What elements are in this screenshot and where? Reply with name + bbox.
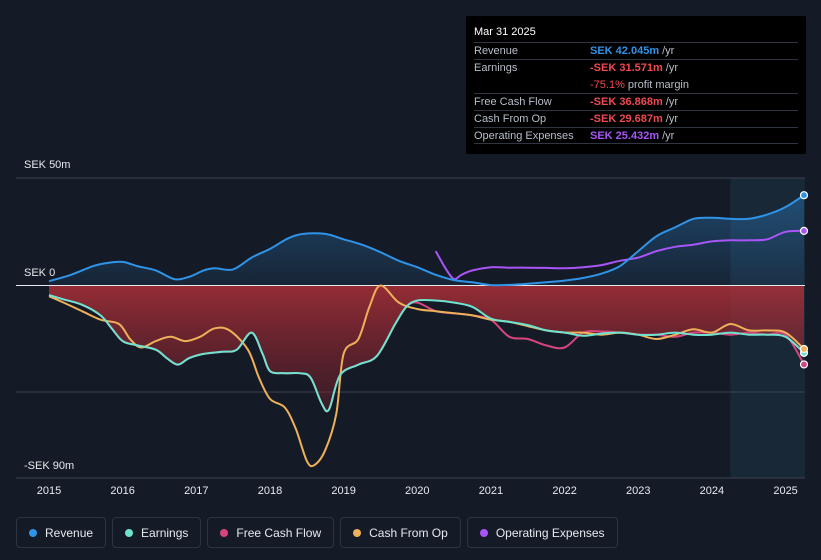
legend-dot-icon (353, 528, 362, 537)
legend-item-free-cash-flow[interactable]: Free Cash Flow (207, 517, 335, 548)
legend-dot-icon (29, 528, 37, 537)
tooltip-row-revenue: Revenue SEK 42.045m /yr (474, 42, 798, 59)
revenue-area (49, 195, 804, 286)
x-tick-label: 2017 (184, 485, 209, 497)
legend-item-earnings[interactable]: Earnings (112, 517, 202, 548)
earnings-line (48, 294, 805, 413)
data-tooltip: Mar 31 2025 Revenue SEK 42.045m /yr Earn… (466, 16, 806, 154)
tooltip-unit: profit margin (627, 78, 689, 91)
tooltip-label: Revenue (474, 45, 519, 57)
legend-dot-icon (125, 528, 134, 537)
tooltip-value: -SEK 36.868m (590, 96, 663, 108)
x-tick-label: 2016 (110, 485, 135, 497)
revenue-end-dot (799, 191, 809, 200)
free-cash-flow-end-dot (799, 360, 809, 369)
tooltip-row-earnings: Earnings -SEK 31.571m /yr (474, 59, 798, 76)
legend-item-revenue[interactable]: Revenue (16, 517, 107, 548)
operating-expenses-line (434, 229, 805, 281)
series-end-markers (799, 191, 809, 369)
tooltip-value: SEK 42.045m (590, 45, 660, 57)
legend-label: Operating Expenses (495, 525, 605, 540)
tooltip-row-cash-from-op: Cash From Op -SEK 29.687m /yr (474, 110, 798, 127)
tooltip-row-operating-expenses: Operating Expenses SEK 25.432m /yr (474, 127, 798, 144)
legend-item-operating-expenses[interactable]: Operating Expenses (466, 517, 618, 548)
tooltip-label: Free Cash Flow (474, 96, 552, 108)
operating-expenses-end-dot (799, 226, 809, 235)
y-tick-label: SEK 50m (24, 159, 71, 171)
x-tick-label: 2021 (478, 485, 504, 497)
cash-from-op-line (48, 284, 805, 468)
revenue-line (48, 194, 805, 287)
tooltip-row-profit-margin: -75.1% profit margin (474, 76, 798, 93)
tooltip-label: Earnings (474, 62, 518, 74)
y-tick-label: -SEK 90m (24, 460, 75, 472)
tooltip-unit: /yr (665, 62, 678, 74)
x-tick-label: 2025 (773, 485, 798, 497)
tooltip-unit: /yr (665, 113, 678, 125)
tooltip-value: -75.1% (590, 78, 625, 91)
chart-legend: Revenue Earnings Free Cash Flow Cash Fro… (16, 517, 618, 548)
tooltip-unit: /yr (665, 96, 678, 108)
legend-dot-icon (220, 528, 229, 537)
y-tick-label: SEK 0 (24, 267, 56, 279)
legend-item-cash-from-op[interactable]: Cash From Op (340, 517, 461, 548)
x-tick-label: 2015 (36, 485, 62, 497)
tooltip-unit: /yr (662, 129, 675, 142)
legend-label: Cash From Op (369, 525, 448, 540)
tooltip-row-free-cash-flow: Free Cash Flow -SEK 36.868m /yr (474, 93, 798, 110)
legend-label: Free Cash Flow (236, 525, 322, 540)
x-tick-label: 2023 (626, 485, 651, 497)
tooltip-date: Mar 31 2025 (474, 26, 536, 38)
tooltip-label: Operating Expenses (474, 129, 574, 142)
tooltip-value: -SEK 29.687m (590, 113, 663, 125)
x-tick-label: 2018 (257, 485, 283, 497)
cash-from-op-end-dot (799, 344, 809, 354)
legend-dot-icon (479, 528, 488, 537)
earnings-area (49, 285, 804, 412)
x-tick-label: 2022 (552, 485, 577, 497)
x-tick-label: 2019 (331, 485, 356, 497)
tooltip-label: Cash From Op (474, 113, 547, 125)
legend-label: Revenue (45, 525, 94, 540)
legend-label: Earnings (141, 525, 189, 540)
tooltip-value: SEK 25.432m (590, 129, 660, 142)
tooltip-value: -SEK 31.571m (590, 62, 663, 74)
x-tick-label: 2024 (699, 485, 725, 497)
tooltip-unit: /yr (662, 45, 675, 57)
x-tick-label: 2020 (405, 485, 430, 497)
